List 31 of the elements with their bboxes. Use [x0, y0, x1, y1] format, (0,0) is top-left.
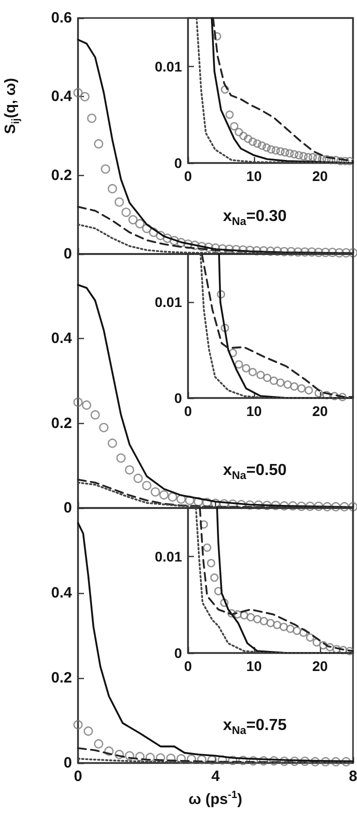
y-tick-label: 0 — [174, 155, 182, 171]
x-tick-label: 8 — [348, 768, 357, 785]
x-axis-title: ω (ps$^{-1}$) — [188, 789, 242, 808]
x-tick-label: 10 — [246, 403, 262, 419]
y-tick-label: 0.01 — [154, 294, 182, 310]
x-tick-label: 0 — [184, 658, 192, 674]
y-tick-label: 0 — [174, 390, 182, 406]
y-tick-label: 0.01 — [154, 58, 182, 74]
x-tick-label: 10 — [246, 658, 262, 674]
y-tick-label: 0.6 — [51, 10, 72, 26]
x-tick-label: 4 — [211, 768, 220, 785]
x-tick-label: 20 — [312, 658, 328, 674]
y-tick-label: 0.2 — [51, 414, 72, 432]
y-tick-label: 0 — [174, 645, 182, 661]
y-tick-label: 0.4 — [51, 88, 73, 106]
y-tick-label: 0 — [64, 754, 72, 772]
x-tick-label: 20 — [312, 403, 328, 419]
y-tick-label: 0.2 — [51, 670, 72, 686]
annotation: x$_{Na}$=0.50 — [223, 462, 287, 482]
y-tick-label: 0.2 — [51, 166, 72, 184]
x-tick-label: 10 — [246, 168, 262, 184]
x-tick-label: 0 — [184, 168, 192, 184]
x-tick-label: 0 — [184, 403, 192, 419]
x-tick-label: 20 — [312, 168, 328, 184]
y-tick-label: 0.01 — [154, 548, 182, 564]
annotation: x$_{Na}$=0.75 — [223, 717, 287, 738]
y-tick-label: 0 — [64, 500, 72, 516]
y-tick-label: 0 — [64, 246, 72, 262]
y-tick-label: 0.4 — [51, 330, 73, 348]
annotation: x$_{Na}$=0.30 — [223, 208, 287, 228]
y-tick-label: 0.4 — [51, 584, 73, 602]
